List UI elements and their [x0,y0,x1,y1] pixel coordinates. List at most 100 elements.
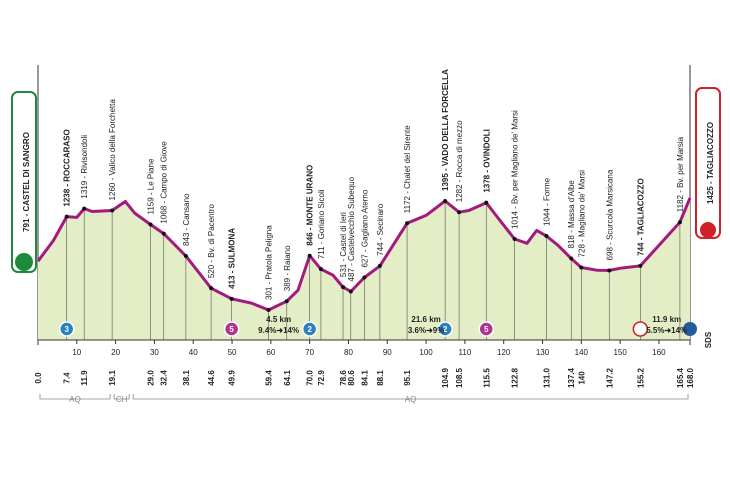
waypoint-dot [229,296,234,301]
waypoint-dot [443,198,448,203]
gradient-length: 11.9 km [652,315,681,324]
region-name: AQ [69,395,81,404]
profile-area [38,198,690,340]
waypoint-dot [209,286,214,291]
waypoint-label: 1014 - Bv. per Magliano de' Marsi [511,110,520,229]
waypoint-dot [677,220,682,225]
waypoint-km: 115.5 [482,368,491,388]
x-tick-label: 160 [652,348,666,357]
waypoint-km: 108.5 [455,367,464,388]
x-tick-label: 120 [497,348,511,357]
waypoint-km: 95.1 [403,370,412,386]
waypoint-km: 155.2 [636,367,645,388]
waypoint-label: 744 - TAGLIACOZZO [636,178,645,256]
finish-label: 1425 - TAGLIACOZZO [706,122,715,204]
waypoint-dot [579,265,584,270]
start-label: 791 - CASTEL DI SANGRO [22,132,31,232]
climb-category: 5 [229,325,234,334]
waypoint-label: 389 - Raiano [283,245,292,291]
waypoint-km: 38.1 [182,370,191,386]
waypoint-km: 147.2 [605,367,614,388]
waypoint-km: 64.1 [283,370,292,386]
waypoint-dot [266,308,271,313]
finish-icon [683,322,697,336]
waypoint-label: 744 - Secinaro [376,203,385,256]
waypoint-dot [405,221,410,226]
x-tick-label: 140 [575,348,589,357]
waypoint-dot [484,200,489,205]
waypoint-label: 301 - Pratola Peligna [265,225,274,300]
gradient-grade: 3.6%➜9% [408,326,445,335]
waypoint-dot [544,233,549,238]
waypoint-km: 72.9 [317,370,326,386]
waypoint-km: 88.1 [376,370,385,386]
waypoint-km: 80.6 [347,370,356,386]
x-tick-label: 40 [189,348,198,357]
climb-icon [478,321,494,337]
region-bracket [39,394,111,400]
x-tick-label: 90 [383,348,392,357]
waypoint-label: 728 - Magliano de' Marsi [577,170,586,258]
waypoint-label: 711 - Goriano Sicoli [317,189,326,259]
waypoint-label: 1068 - Campo di Giove [160,141,169,224]
waypoint-km: 140 [577,371,586,385]
waypoint-dot [318,267,323,272]
brand: SDS [704,331,713,348]
x-tick-label: 80 [344,348,353,357]
waypoint-dot [512,236,517,241]
waypoint-dot [569,256,574,261]
x-tick-label: 100 [419,348,433,357]
waypoint-dot [377,263,382,268]
waypoint-dot [110,208,115,213]
waypoint-label: 1159 - Le Piane [147,158,156,214]
waypoint-km: 70.0 [306,370,315,386]
waypoint-dot [161,231,166,236]
climb-category: 5 [484,325,489,334]
waypoint-km: 84.1 [360,370,369,386]
x-tick-label: 150 [613,348,627,357]
waypoint-label: 1172 - Chalet del Sirente [403,125,412,213]
region-name: AQ [405,395,417,404]
x-tick-label: 130 [536,348,550,357]
waypoint-dot [148,222,153,227]
waypoint-label: 1378 - OVINDOLI [482,129,491,193]
waypoint-label: 846 - MONTE URANO [306,165,315,246]
waypoint-km: 44.6 [207,370,216,386]
waypoint-dot [64,214,69,219]
x-tick-label: 60 [266,348,275,357]
waypoint-label: 1238 - ROCCARASO [63,129,72,206]
x-tick-label: 110 [459,348,472,357]
x-tick-label: 20 [111,348,120,357]
waypoint-label: 698 - Scurcola Marsicana [605,169,614,260]
climb-icon [58,321,75,337]
start-icon [15,253,33,271]
waypoint-label: 818 - Massa d'Albe [567,180,576,249]
climb-icon [437,321,453,337]
region-bracket [113,394,130,400]
start-box [11,91,37,273]
waypoint-dot [307,253,312,258]
waypoint-km: 137.4 [567,367,576,388]
waypoint-dot [638,263,643,268]
waypoint-dot [607,268,612,273]
climb-icon [301,321,318,337]
waypoint-label: 1044 - Forme [542,177,551,226]
waypoint-label: 487 - Castelvecchio Subequo [347,176,356,281]
waypoint-dot [82,206,87,211]
x-tick-label: 50 [228,348,237,357]
sprint-icon [632,321,649,337]
waypoint-label: 413 - SULMONA [228,228,237,289]
gradient-length: 4.5 km [266,315,291,324]
waypoint-km: 19.1 [108,370,117,386]
waypoint-label: 1182 - Bv. per Marsia [676,136,685,212]
waypoint-km: 122.8 [511,367,520,388]
waypoint-dot [362,275,367,280]
waypoint-label: 843 - Cansano [182,193,191,246]
gradient-grade: 9.4%➜14% [258,326,299,335]
waypoint-label: 1260 - Valico della Forchetta [108,99,117,201]
waypoint-km: 131.0 [542,367,551,388]
region-name: CH [116,395,128,404]
waypoint-km: 168.0 [686,367,695,388]
profile-line [36,197,692,312]
